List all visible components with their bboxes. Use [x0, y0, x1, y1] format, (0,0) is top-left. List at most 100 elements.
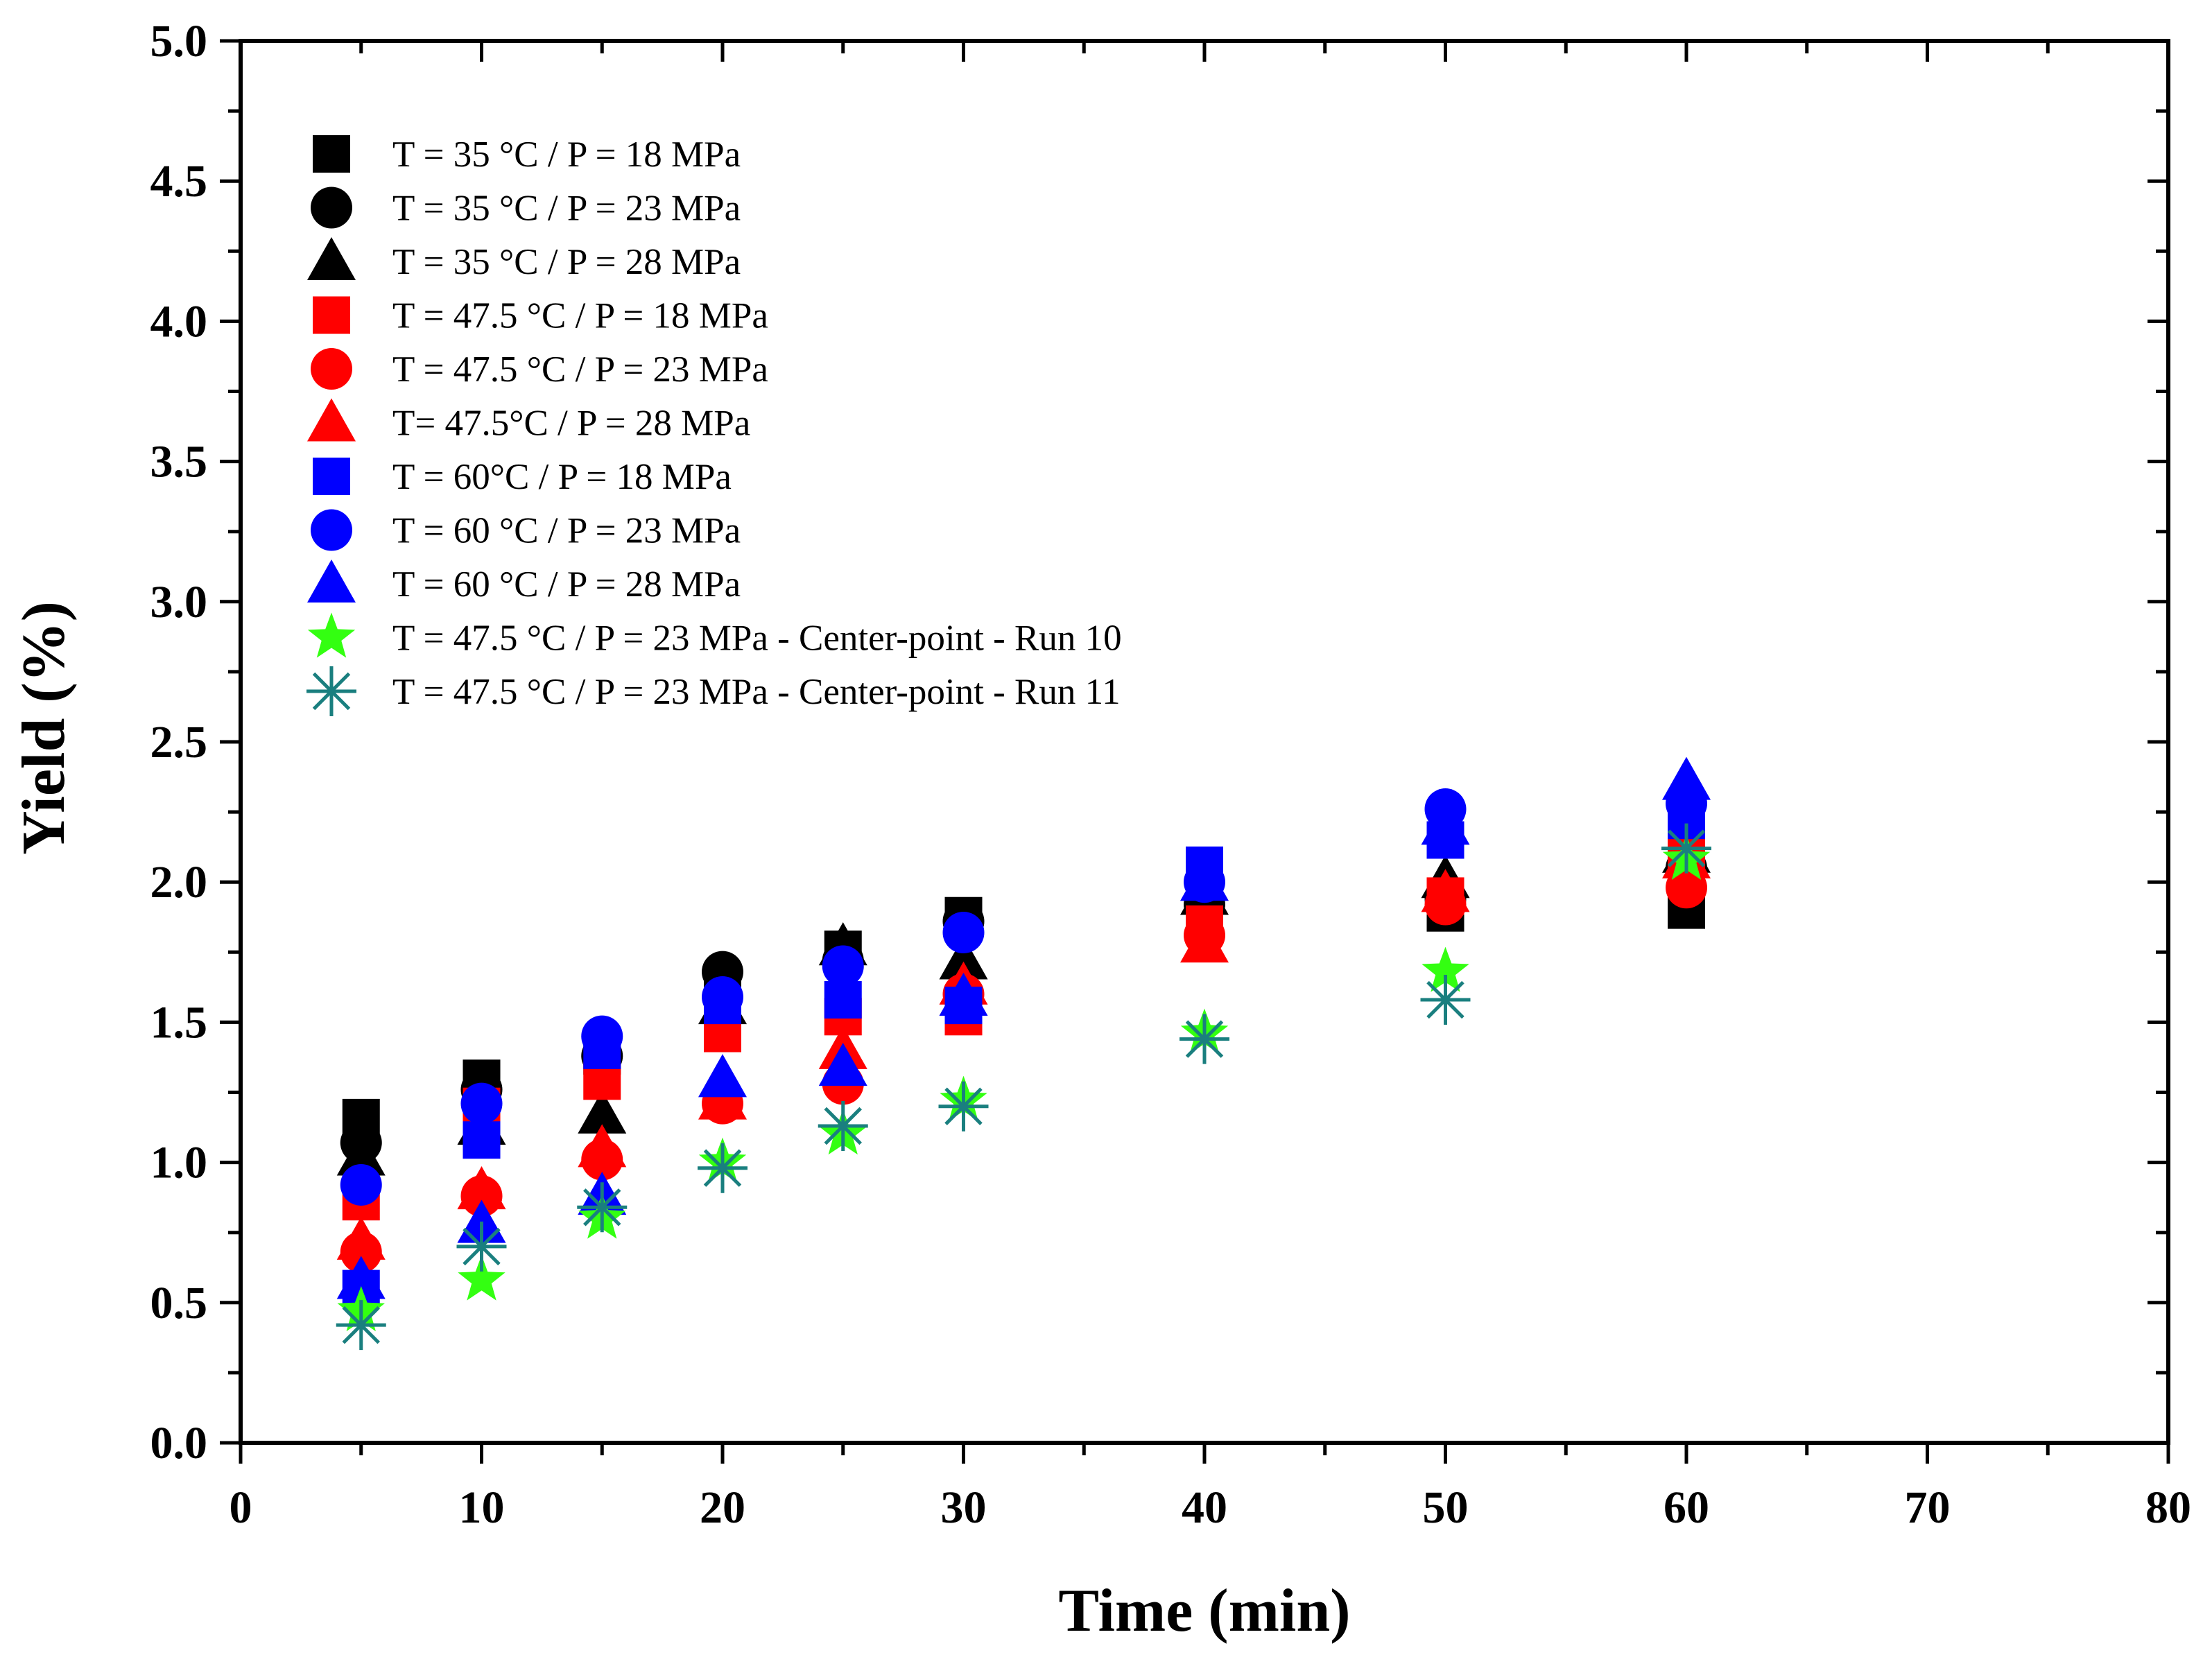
legend-marker	[311, 187, 352, 229]
series-9	[336, 756, 1711, 1299]
data-point	[942, 911, 985, 953]
data-point	[1420, 975, 1471, 1025]
y-tick-label: 4.5	[150, 156, 208, 207]
legend-label: T = 47.5 °C / P = 18 MPa	[392, 296, 768, 336]
data-point	[1662, 756, 1711, 800]
x-tick-label: 20	[700, 1482, 745, 1533]
asterisk-stroke	[312, 672, 351, 711]
legend-marker	[311, 348, 352, 390]
asterisk-stroke	[1426, 980, 1464, 1019]
asterisk-stroke	[944, 1087, 983, 1125]
x-tick-label: 60	[1664, 1482, 1709, 1533]
legend-label: T = 47.5 °C / P = 23 MPa - Center-point …	[392, 618, 1122, 659]
legend-label: T = 35 °C / P = 23 MPa	[392, 189, 741, 229]
data-point	[457, 1165, 506, 1210]
y-axis-title: Yield (%)	[10, 601, 78, 855]
data-marks	[336, 756, 1711, 1351]
legend-marker	[306, 666, 356, 716]
series-1	[342, 883, 1705, 1136]
data-point	[458, 1255, 506, 1301]
legend-label: T = 47.5 °C / P = 23 MPa - Center-point …	[392, 672, 1121, 712]
legend-label: T = 47.5 °C / P = 23 MPa	[392, 349, 768, 390]
legend-marker	[307, 398, 356, 442]
legend-label: T = 60°C / P = 18 MPa	[392, 457, 732, 497]
y-tick-label: 2.5	[150, 717, 208, 768]
legend-marker	[313, 135, 350, 173]
x-tick-label: 30	[941, 1482, 987, 1533]
data-point	[460, 1082, 503, 1125]
data-point	[1180, 1014, 1229, 1064]
legend-marker	[313, 296, 350, 334]
data-point	[702, 976, 743, 1019]
data-point	[578, 1090, 627, 1134]
legend-label: T= 47.5°C / P = 28 MPa	[392, 404, 750, 444]
y-tick-label: 0.5	[150, 1278, 208, 1328]
data-point	[818, 1101, 868, 1152]
series-6	[336, 835, 1711, 1260]
data-point	[939, 936, 988, 980]
series-4	[342, 835, 1705, 1221]
series-11	[336, 823, 1711, 1351]
data-point	[1422, 946, 1469, 992]
data-point	[698, 1076, 747, 1120]
y-tick-label: 1.0	[150, 1138, 208, 1188]
legend-label: T = 60 °C / P = 28 MPa	[392, 564, 741, 605]
data-point	[336, 1216, 386, 1260]
data-point	[1421, 801, 1470, 845]
data-point	[698, 1143, 748, 1193]
x-tick-label: 0	[230, 1482, 252, 1533]
x-tick-label: 40	[1182, 1482, 1227, 1533]
y-tick-label: 3.5	[150, 437, 208, 487]
data-point	[939, 972, 988, 1016]
asterisk-stroke	[703, 1149, 742, 1187]
data-point	[698, 1054, 747, 1098]
data-point	[340, 1163, 382, 1206]
data-point	[336, 1132, 386, 1176]
legend-marker	[307, 612, 356, 658]
series-3	[336, 829, 1711, 1176]
legend-marker	[307, 559, 356, 603]
series-5	[340, 867, 1707, 1274]
data-point	[581, 1015, 623, 1057]
asterisk-stroke	[824, 1107, 862, 1145]
asterisk-stroke	[463, 1227, 501, 1266]
legend-marker	[313, 458, 350, 495]
x-axis-title: Time (min)	[1058, 1577, 1350, 1645]
x-tick-label: 80	[2145, 1482, 2191, 1533]
y-tick-label: 2.0	[150, 857, 208, 908]
legend-label: T = 35 °C / P = 28 MPa	[392, 242, 741, 282]
data-point	[1421, 869, 1470, 912]
x-tick-label: 70	[1905, 1482, 1951, 1533]
x-tick-label: 50	[1423, 1482, 1469, 1533]
data-point	[456, 1221, 507, 1272]
asterisk-stroke	[1185, 1020, 1224, 1058]
axis-ticks: 0 10 20 30 40 50 60 70 80 0.0 0.5 1.0 1.5 2.0 2.5 3.0 3.…	[150, 16, 2192, 1533]
x-tick-label: 10	[459, 1482, 505, 1533]
series-2	[340, 847, 1707, 1164]
series-8	[340, 782, 1707, 1206]
asterisk-stroke	[342, 1306, 380, 1344]
series-7	[342, 801, 1705, 1308]
y-tick-label: 4.0	[150, 296, 208, 347]
y-tick-label: 0.0	[150, 1418, 208, 1468]
series-10	[337, 834, 1711, 1332]
asterisk-stroke	[583, 1188, 621, 1227]
data-point	[822, 945, 864, 987]
legend-label: T = 35 °C / P = 18 MPa	[392, 135, 741, 175]
legend-marker	[311, 509, 352, 551]
data-point	[578, 1124, 627, 1168]
legend: T = 35 °C / P = 18 MPa T = 35 °C / P = 23…	[306, 135, 1122, 716]
legend-label: T = 60 °C / P = 23 MPa	[392, 511, 741, 551]
data-point	[818, 1043, 867, 1086]
data-point	[1180, 919, 1229, 963]
y-tick-label: 1.5	[150, 997, 208, 1048]
legend-marker	[307, 236, 356, 281]
data-point	[336, 1300, 386, 1351]
asterisk-stroke	[1667, 829, 1706, 867]
data-point	[824, 981, 862, 1019]
y-tick-label: 3.0	[150, 577, 208, 627]
data-point	[1180, 858, 1229, 901]
data-point	[1661, 823, 1711, 874]
data-point	[577, 1182, 628, 1233]
